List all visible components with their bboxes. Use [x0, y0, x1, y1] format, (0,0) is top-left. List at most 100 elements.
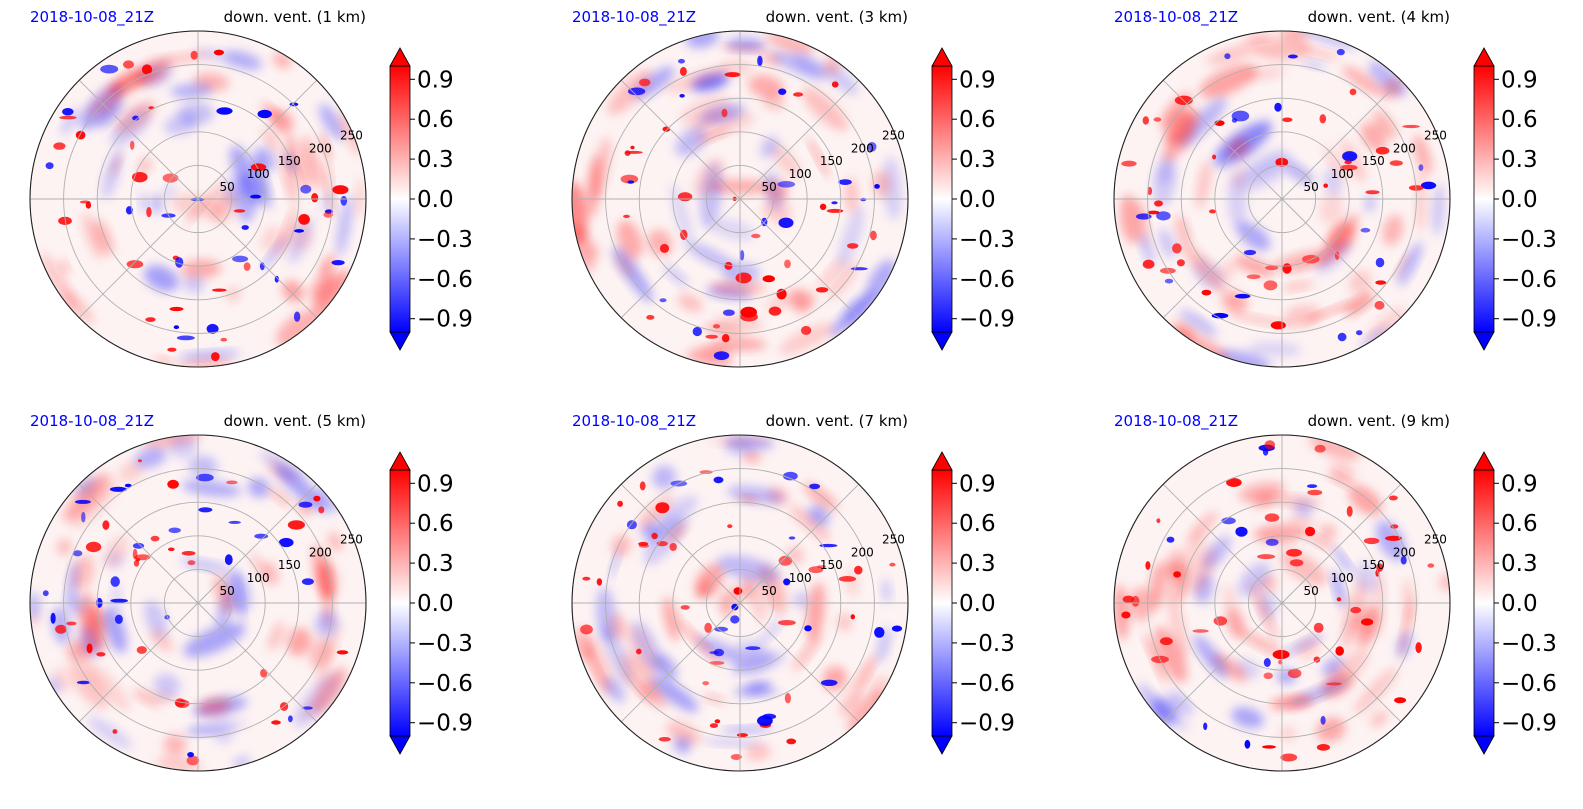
- field-cell: [705, 334, 718, 339]
- field-cell: [740, 312, 758, 322]
- colorbar-gradient: [932, 470, 952, 736]
- field-cell: [1226, 478, 1242, 487]
- field-cell: [1421, 181, 1437, 190]
- radial-tick-label: 250: [882, 129, 905, 143]
- colorbar-tick-label: 0.9: [959, 471, 996, 497]
- field-blob: [1279, 31, 1310, 42]
- field-blob: [1282, 281, 1314, 291]
- field-blob: [1138, 683, 1170, 723]
- field-cell: [788, 536, 796, 540]
- radial-tick-label: 200: [851, 545, 874, 559]
- field-blob: [1382, 214, 1404, 246]
- field-cell: [854, 565, 863, 575]
- field-cell: [167, 347, 177, 352]
- field-blob: [839, 690, 863, 716]
- field-cell: [709, 661, 725, 665]
- field-blob: [710, 280, 766, 295]
- field-blob: [69, 662, 108, 709]
- field-cell: [1243, 249, 1257, 256]
- colorbar-tick-label: 0.6: [959, 107, 996, 133]
- field-cell: [627, 87, 646, 96]
- field-blob: [261, 102, 282, 121]
- field-blob: [745, 744, 771, 761]
- field-cell: [141, 64, 153, 75]
- field-cell: [768, 306, 782, 316]
- field-cell: [735, 272, 752, 284]
- colorbar-tick-label: −0.3: [417, 631, 473, 657]
- field-blob: [1238, 482, 1286, 503]
- field-cell: [146, 207, 152, 218]
- field-cell: [187, 752, 195, 758]
- radial-tick-label: 250: [340, 129, 363, 143]
- colorbar-tick-label: −0.6: [417, 267, 473, 293]
- field-cell: [257, 109, 272, 119]
- field-blob: [87, 716, 132, 749]
- field-blob: [882, 156, 902, 221]
- field-cell: [76, 680, 91, 685]
- field-blob: [662, 596, 680, 642]
- grid-spoke: [78, 483, 199, 604]
- field-cell: [176, 335, 195, 341]
- field-cell: [1287, 668, 1302, 679]
- field-cell: [1350, 606, 1362, 614]
- grid-spoke: [1281, 483, 1402, 604]
- grid-spoke: [620, 483, 741, 604]
- field-blob: [260, 225, 283, 252]
- grid-spoke: [739, 602, 860, 723]
- field-blob: [631, 620, 662, 672]
- field-blob: [1206, 43, 1259, 65]
- field-cell: [123, 60, 134, 69]
- field-cell: [206, 323, 219, 334]
- field-cell: [680, 229, 688, 240]
- field-cell: [1154, 200, 1163, 207]
- field-cell: [1313, 622, 1324, 633]
- field-blob: [30, 592, 42, 620]
- field-blob: [789, 505, 831, 542]
- field-blob: [247, 477, 270, 498]
- field-blob: [652, 465, 677, 490]
- field-cell: [860, 197, 867, 202]
- field-cell: [75, 130, 86, 140]
- field-cell: [55, 624, 67, 634]
- field-blob: [744, 572, 765, 624]
- field-blob: [716, 555, 780, 583]
- field-blob: [302, 135, 323, 190]
- field-cell: [293, 311, 301, 322]
- field-cell: [1375, 280, 1387, 285]
- field-cell: [298, 214, 310, 225]
- field-blob: [572, 185, 588, 247]
- field-cell: [1307, 489, 1323, 496]
- field-cell: [1176, 259, 1185, 267]
- field-cell: [145, 317, 156, 322]
- field-cell: [1346, 506, 1353, 517]
- field-blob: [676, 619, 723, 666]
- field-blob: [101, 149, 123, 200]
- field-blob: [1323, 146, 1348, 182]
- field-blob: [1370, 710, 1388, 728]
- field-cell: [1234, 293, 1251, 299]
- colorbar-tick-label: −0.9: [417, 711, 473, 737]
- field-cell: [74, 499, 91, 504]
- field-cell: [730, 615, 740, 624]
- panel-title-variable: down. vent. (3 km): [766, 8, 908, 26]
- field-cell: [724, 72, 741, 78]
- field-cell: [1287, 54, 1298, 59]
- colorbar-gradient: [1474, 470, 1494, 736]
- field-blob: [98, 75, 148, 111]
- radial-tick-label: 150: [278, 558, 301, 572]
- field-blob: [178, 358, 235, 367]
- field-cell: [669, 543, 677, 551]
- field-blob: [1164, 109, 1194, 145]
- field-cell: [1213, 616, 1228, 626]
- field-blob: [808, 505, 830, 526]
- field-blob: [268, 621, 285, 651]
- field-blob: [1236, 629, 1284, 657]
- vent-field: [1114, 435, 1450, 762]
- radial-tick-label: 50: [1304, 584, 1319, 598]
- field-cell: [1323, 183, 1328, 188]
- colorbar-tick-label: −0.6: [959, 267, 1015, 293]
- field-cell: [173, 325, 180, 330]
- field-cell: [1418, 164, 1424, 172]
- field-blob: [1223, 584, 1241, 643]
